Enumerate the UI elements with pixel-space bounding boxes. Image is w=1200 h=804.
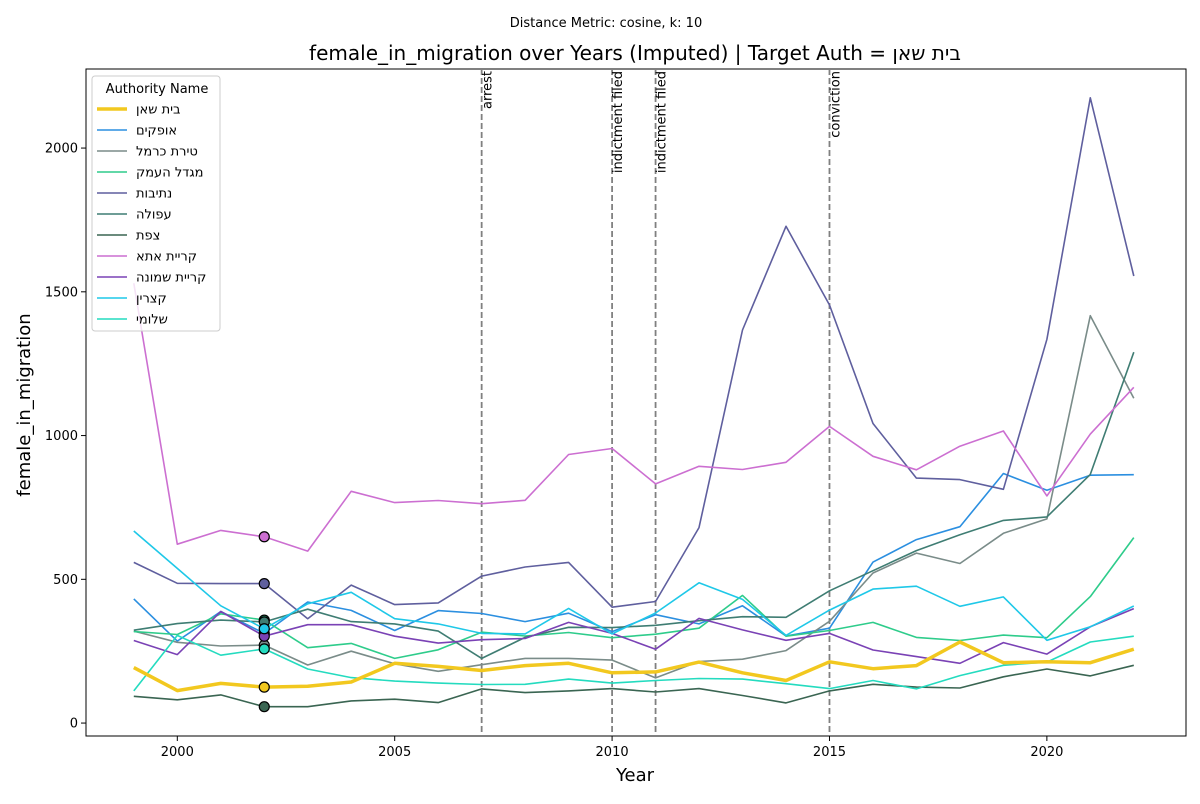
- event-label: indictment filed: [655, 71, 670, 173]
- series-line: [133, 530, 1135, 642]
- legend-items: בית שאן אופקים טירת כרמל מגדל העמק נתיבות עפו…: [97, 103, 206, 328]
- legend-label: אופקים: [136, 124, 177, 139]
- chart-suptitle: Distance Metric: cosine, k: 10: [510, 16, 702, 31]
- y-tick-label: 500: [53, 573, 78, 588]
- series-line: [133, 537, 1135, 660]
- legend-label: עפולה: [136, 208, 172, 223]
- event-label: arrest: [481, 71, 496, 109]
- imputed-point: [258, 643, 270, 655]
- x-axis-ticks: 2000 2005 2010 2015 2020: [161, 736, 1063, 760]
- x-tick-label: 2015: [813, 745, 846, 760]
- event-label: indictment filed: [611, 71, 626, 173]
- x-tick-label: 2000: [161, 745, 194, 760]
- x-tick-label: 2010: [596, 745, 629, 760]
- x-axis-label: Year: [615, 765, 655, 786]
- legend: Authority Name בית שאן אופקים טירת כרמל מגד…: [91, 75, 221, 332]
- imputed-point: [258, 578, 270, 590]
- series-line: [133, 664, 1134, 708]
- imputed-point: [258, 681, 270, 693]
- legend-label: נתיבות: [136, 187, 172, 202]
- legend-label: בית שאן: [136, 103, 181, 118]
- legend-label: שלומי: [136, 313, 168, 328]
- plot-area-frame: [85, 68, 1187, 737]
- y-tick-label: 1000: [45, 429, 78, 444]
- series-lines: [132, 97, 1135, 708]
- imputed-point: [258, 531, 270, 543]
- legend-label: צפת: [136, 229, 160, 244]
- legend-title: Authority Name: [106, 82, 209, 97]
- y-tick-label: 2000: [45, 142, 78, 157]
- legend-label: קריית שמונה: [136, 271, 206, 286]
- x-tick-label: 2005: [378, 745, 411, 760]
- y-tick-label: 1500: [45, 285, 78, 300]
- legend-label: מגדל העמק: [136, 166, 204, 181]
- y-axis-ticks: 0 500 1000 1500 2000: [45, 142, 86, 732]
- x-tick-label: 2020: [1030, 745, 1063, 760]
- series-line: [133, 97, 1135, 620]
- series-line: [133, 607, 1135, 665]
- legend-box: [91, 75, 221, 332]
- y-axis-label: female_in_migration: [14, 313, 35, 496]
- imputed-point: [258, 623, 270, 635]
- chart-title: female_in_migration over Years (Imputed)…: [309, 41, 961, 65]
- series-line: [132, 640, 1135, 693]
- event-markers: arrest indictment filed indictment filed co…: [481, 69, 843, 736]
- legend-label: קריית אתא: [136, 250, 197, 265]
- y-tick-label: 0: [70, 717, 78, 732]
- series-line: [133, 283, 1135, 552]
- series-line: [133, 634, 1134, 692]
- imputed-points: [258, 531, 270, 713]
- series-line: [133, 351, 1135, 660]
- legend-label: קצרין: [136, 292, 167, 307]
- event-label: conviction: [828, 71, 843, 138]
- series-line: [133, 314, 1135, 679]
- legend-label: טירת כרמל: [136, 145, 198, 160]
- imputed-point: [258, 701, 270, 713]
